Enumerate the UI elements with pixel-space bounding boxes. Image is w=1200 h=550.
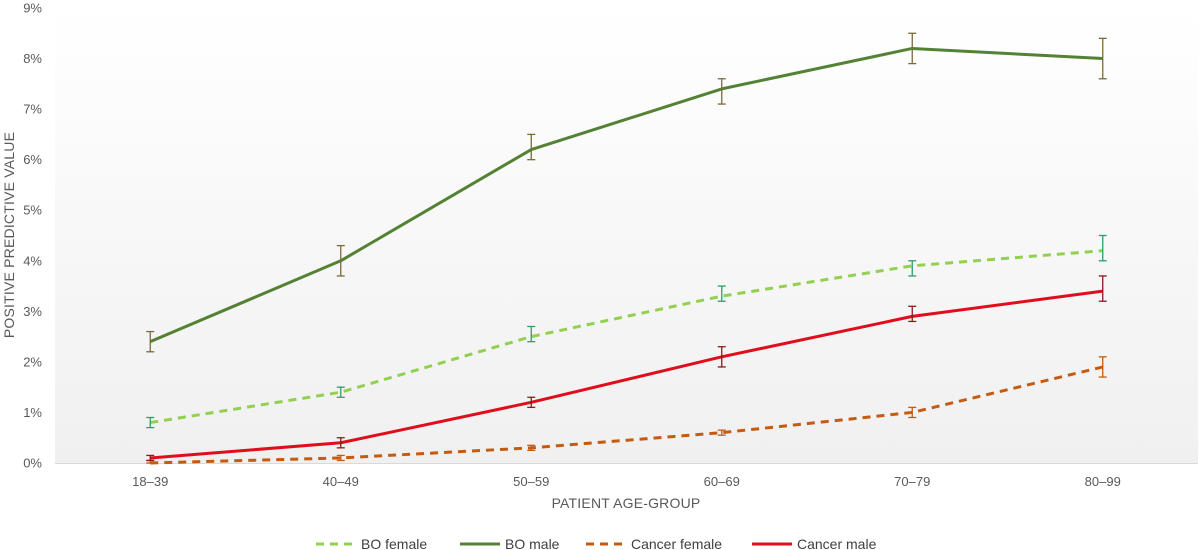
error-bar-bo-female <box>717 285 726 302</box>
error-bar-cancer-female <box>908 406 917 419</box>
series-bo-male <box>146 32 1107 353</box>
error-bar-cancer-male <box>1098 275 1107 302</box>
error-bar-bo-female <box>527 325 536 343</box>
legend-label: Cancer male <box>797 536 877 550</box>
error-bar-cancer-female <box>717 429 726 436</box>
legend-item-bo-male: BO male <box>460 536 560 550</box>
x-tick-label: 40–49 <box>323 474 359 489</box>
legend-item-cancer-female: Cancer female <box>586 536 722 550</box>
legend: BO female BO male Cancer female Cancer male <box>316 536 877 550</box>
legend-label: BO male <box>505 536 560 550</box>
error-bar-bo-male <box>527 133 536 161</box>
error-bar-cancer-male <box>146 454 155 462</box>
y-tick-label: 8% <box>23 51 42 66</box>
y-tick-label: 4% <box>23 253 42 268</box>
series-line-bo-male <box>149 46 1103 344</box>
y-axis-ticks: 0% 1% 2% 3% 4% 5% 6% 7% 8% 9% <box>23 1 42 471</box>
error-bar-cancer-male <box>336 437 345 449</box>
series-bo-female <box>146 234 1107 429</box>
series-line-cancer-female <box>150 365 1104 465</box>
error-bar-bo-female <box>336 386 345 398</box>
error-bar-bo-male <box>146 330 155 353</box>
error-bar-bo-male <box>908 32 917 65</box>
series-layer <box>146 32 1107 465</box>
x-tick-label: 70–79 <box>894 474 930 489</box>
x-tick-label: 80–99 <box>1085 474 1121 489</box>
series-line-bo-female <box>150 249 1103 425</box>
y-tick-label: 0% <box>23 456 42 471</box>
x-axis-ticks: 18–39 40–49 50–59 60–69 70–79 80–99 <box>132 474 1121 489</box>
y-tick-label: 2% <box>23 354 42 369</box>
y-tick-label: 5% <box>23 203 42 218</box>
error-bar-cancer-female <box>1098 356 1107 378</box>
error-bar-cancer-male <box>908 305 917 323</box>
error-bar-cancer-male <box>717 346 726 368</box>
error-bar-bo-female <box>908 260 917 277</box>
error-bar-cancer-female <box>527 444 536 452</box>
x-axis-title: PATIENT AGE-GROUP <box>552 495 701 511</box>
error-bar-cancer-female <box>336 454 345 462</box>
error-bar-bo-male <box>1098 37 1107 80</box>
y-axis-title: POSITIVE PREDICTIVE VALUE <box>1 132 17 338</box>
series-cancer-male <box>146 275 1107 462</box>
y-tick-label: 3% <box>23 304 42 319</box>
error-bar-cancer-male <box>527 396 536 409</box>
legend-item-cancer-male: Cancer male <box>752 536 877 550</box>
plot-area-background <box>55 8 1198 463</box>
y-tick-label: 6% <box>23 152 42 167</box>
error-bar-bo-female <box>1098 234 1107 262</box>
x-tick-label: 60–69 <box>704 474 740 489</box>
error-bar-bo-female <box>146 416 155 429</box>
x-tick-label: 50–59 <box>513 474 549 489</box>
legend-item-bo-female: BO female <box>316 536 427 550</box>
error-bar-bo-male <box>336 244 345 277</box>
x-tick-label: 18–39 <box>132 474 168 489</box>
y-tick-label: 1% <box>23 405 42 420</box>
series-line-cancer-male <box>150 289 1103 460</box>
legend-label: Cancer female <box>631 536 722 550</box>
y-tick-label: 9% <box>23 1 42 16</box>
legend-label: BO female <box>361 536 427 550</box>
error-bar-bo-male <box>717 78 726 105</box>
y-tick-label: 7% <box>23 102 42 117</box>
